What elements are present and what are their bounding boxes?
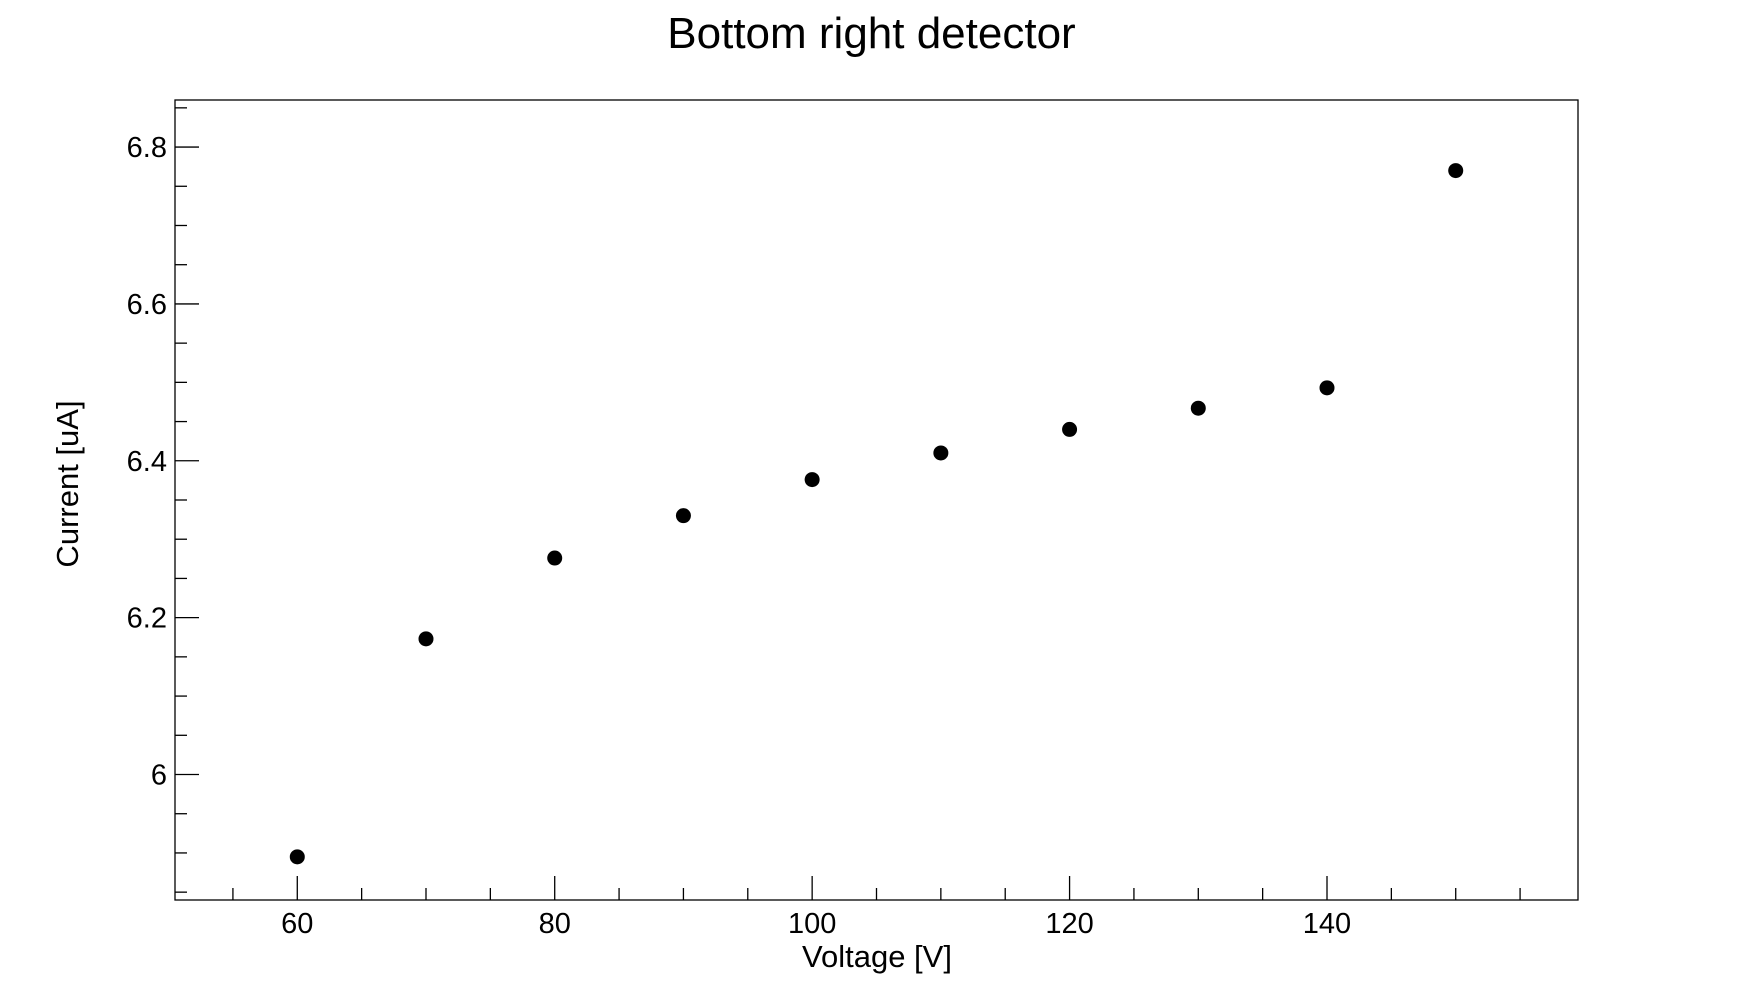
data-point: [547, 550, 563, 566]
x-tick-label: 120: [1045, 908, 1093, 940]
data-point: [1190, 400, 1206, 416]
y-tick-label: 6.4: [127, 446, 167, 478]
data-point: [804, 472, 820, 488]
x-tick-label: 60: [281, 908, 313, 940]
plot-frame: [174, 99, 1579, 901]
data-point: [1448, 163, 1464, 179]
data-point: [289, 849, 305, 865]
data-point: [675, 508, 691, 524]
y-tick-label: 6.2: [127, 603, 167, 635]
y-tick-label: 6.8: [127, 132, 167, 164]
y-tick-label: 6.6: [127, 289, 167, 321]
data-point: [1062, 421, 1078, 437]
x-tick-label: 80: [539, 908, 571, 940]
x-axis-ticks: [232, 876, 1521, 900]
data-point: [418, 631, 434, 647]
y-axis-label: Current [uA]: [50, 400, 85, 567]
x-tick-label: 140: [1303, 908, 1351, 940]
x-axis-label: Voltage [V]: [802, 939, 952, 974]
x-axis-tick-labels: 60 80 100 120 140: [281, 908, 1351, 940]
data-point: [933, 445, 949, 461]
chart-title: Bottom right detector: [667, 9, 1075, 58]
y-axis-tick-labels: 6 6.2 6.4 6.6 6.8: [127, 132, 167, 791]
x-tick-label: 100: [788, 908, 836, 940]
data-points: [289, 163, 1464, 865]
y-axis-ticks: [175, 107, 199, 893]
data-point: [1319, 380, 1335, 396]
y-tick-label: 6: [151, 760, 167, 792]
